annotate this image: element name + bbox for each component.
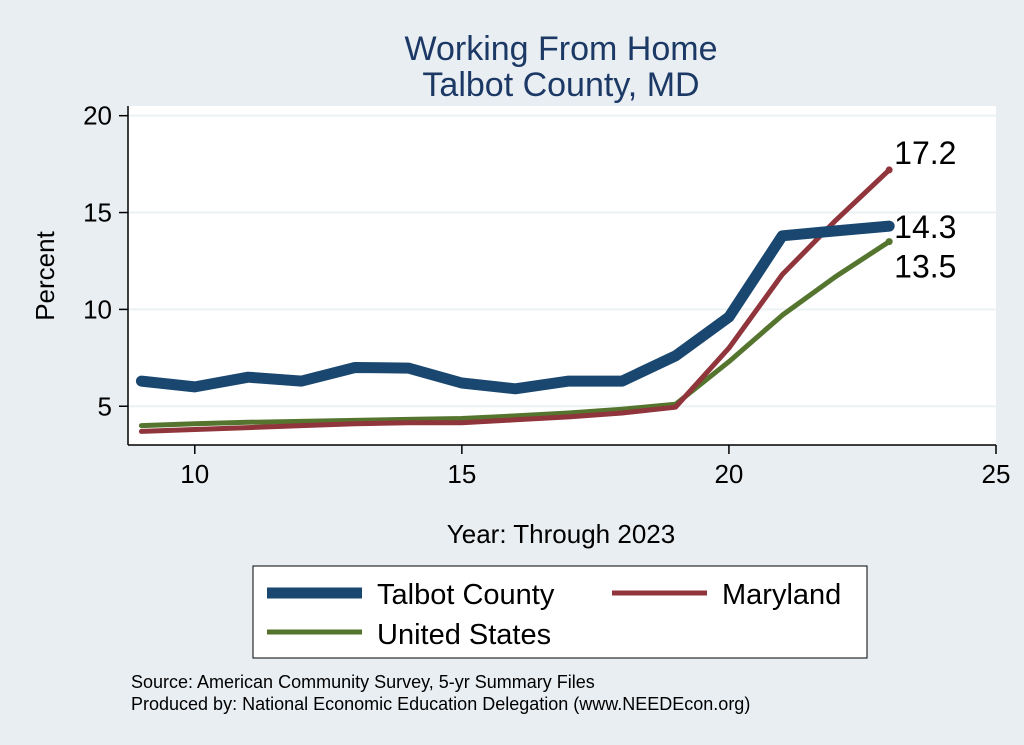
- y-tick-label: 15: [83, 198, 112, 228]
- legend-label-maryland: Maryland: [722, 579, 841, 611]
- plot-area: [128, 106, 996, 445]
- end-label-maryland: 17.2: [894, 135, 956, 171]
- y-axis-title: Percent: [30, 230, 60, 320]
- series-line-talbot-county: [135, 220, 895, 395]
- x-tick-label: 10: [180, 459, 209, 489]
- source-line-1: Source: American Community Survey, 5-yr …: [131, 672, 595, 692]
- y-tick-label: 5: [98, 391, 112, 421]
- legend-label-united-states: United States: [377, 619, 551, 651]
- series-line-united-states: [138, 239, 892, 429]
- axes: [127, 106, 996, 446]
- ticks: 5 10 15 20 10 15 20 25: [83, 101, 1010, 489]
- y-tick-label: 10: [83, 294, 112, 324]
- series-endpoint-maryland: [885, 166, 893, 174]
- end-label-talbot-county: 14.3: [894, 209, 956, 245]
- series-lines: [135, 166, 895, 434]
- series-endpoint-talbot-county: [885, 222, 893, 230]
- source-line-2: Produced by: National Economic Education…: [131, 694, 750, 714]
- grid-lines: [128, 114, 996, 408]
- x-tick-label: 15: [447, 459, 476, 489]
- chart-title-line-2: Talbot County, MD: [422, 66, 699, 104]
- legend-box: [252, 565, 868, 659]
- legend: Talbot County Maryland United States: [252, 565, 868, 659]
- end-labels: 14.3 17.2 13.5: [894, 135, 956, 285]
- chart-title-line-1: Working From Home: [405, 30, 718, 68]
- x-axis-title: Year: Through 2023: [447, 519, 675, 549]
- end-label-united-states: 13.5: [894, 249, 956, 285]
- x-tick-label: 20: [714, 459, 743, 489]
- x-tick-label: 25: [982, 459, 1011, 489]
- series-endpoint-united-states: [885, 238, 893, 246]
- series-line-maryland: [138, 167, 892, 434]
- y-tick-label: 20: [83, 101, 112, 131]
- legend-label-talbot-county: Talbot County: [377, 579, 555, 611]
